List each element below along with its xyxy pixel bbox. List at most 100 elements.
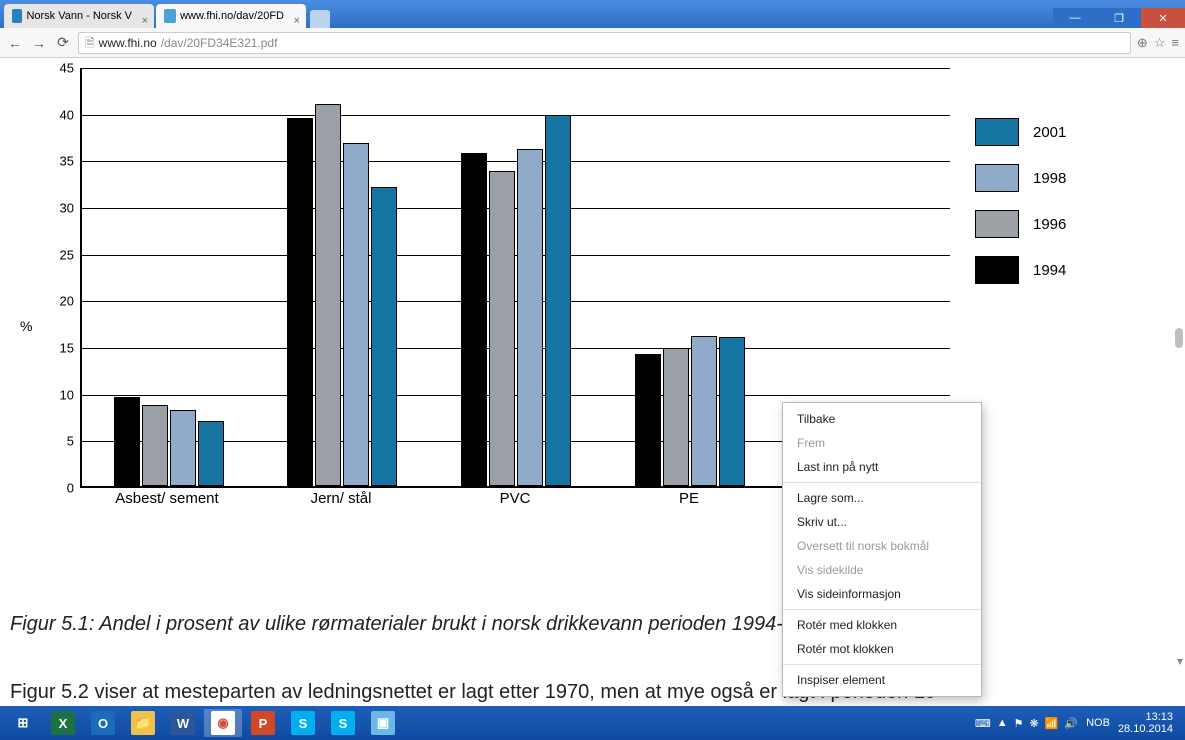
legend-label: 1994 <box>1033 262 1066 279</box>
tray-clock[interactable]: 13:13 28.10.2014 <box>1118 711 1173 735</box>
x-tick-label: PVC <box>428 490 602 507</box>
tray-icon[interactable]: ▲ <box>997 717 1008 729</box>
title-bar: Norsk Vann - Norsk V×www.fhi.no/dav/20FD… <box>0 0 1185 28</box>
start-icon: ⊞ <box>11 711 35 735</box>
legend-label: 1998 <box>1033 170 1066 187</box>
tabs-strip: Norsk Vann - Norsk V×www.fhi.no/dav/20FD… <box>0 0 330 28</box>
legend-item: 1994 <box>975 256 1145 284</box>
back-button[interactable]: ← <box>6 34 24 52</box>
taskbar-app-photos[interactable]: ▣ <box>364 709 402 737</box>
y-tick-label: 15 <box>60 341 82 356</box>
context-menu-item[interactable]: Last inn på nytt <box>783 455 981 479</box>
context-menu-item[interactable]: Rotér mot klokken <box>783 637 981 661</box>
legend: 2001199819961994 <box>975 118 1145 302</box>
context-menu-item[interactable]: Inspiser element <box>783 668 981 692</box>
forward-button[interactable]: → <box>30 34 48 52</box>
context-menu-item[interactable]: Vis sideinformasjon <box>783 582 981 606</box>
bar <box>719 337 745 486</box>
favicon-icon <box>164 9 176 23</box>
taskbar-app-outlook[interactable]: O <box>84 709 122 737</box>
scrollbar-thumb[interactable] <box>1175 328 1183 348</box>
new-tab-button[interactable] <box>310 10 330 28</box>
context-menu-item[interactable]: Skriv ut... <box>783 510 981 534</box>
tray-date: 28.10.2014 <box>1118 723 1173 735</box>
taskbar-app-skype2[interactable]: S <box>324 709 362 737</box>
bar <box>489 171 515 486</box>
body-text: Figur 5.2 viser at mesteparten av lednin… <box>10 678 1175 706</box>
taskbar-app-chrome[interactable]: ◉ <box>204 709 242 737</box>
window-controls: — ❐ ✕ <box>1053 8 1185 28</box>
close-button[interactable]: ✕ <box>1141 8 1185 28</box>
legend-swatch <box>975 210 1019 238</box>
browser-tab[interactable]: www.fhi.no/dav/20FD × <box>156 4 306 28</box>
maximize-button[interactable]: ❐ <box>1097 8 1141 28</box>
bar <box>545 115 571 486</box>
bar <box>114 397 140 486</box>
tray-icon[interactable]: 📶 <box>1045 717 1059 730</box>
taskbar-app-skype1[interactable]: S <box>284 709 322 737</box>
system-tray: ⌨ ▲ ⚑ ❋ 📶 🔊 NOB 13:13 28.10.2014 <box>975 711 1181 735</box>
tab-close-icon[interactable]: × <box>294 9 300 28</box>
context-menu-item[interactable]: Rotér med klokken <box>783 613 981 637</box>
taskbar-app-excel[interactable]: X <box>44 709 82 737</box>
menu-icon[interactable]: ≡ <box>1171 35 1179 50</box>
y-tick-label: 35 <box>60 154 82 169</box>
bar <box>198 421 224 486</box>
context-separator <box>783 482 981 483</box>
context-menu-item: Frem <box>783 431 981 455</box>
browser-tab[interactable]: Norsk Vann - Norsk V × <box>4 4 154 28</box>
context-menu-item[interactable]: Tilbake <box>783 407 981 431</box>
tab-close-icon[interactable]: × <box>142 9 148 28</box>
taskbar-app-word[interactable]: W <box>164 709 202 737</box>
context-menu-item: Vis sidekilde <box>783 558 981 582</box>
skype1-icon: S <box>291 711 315 735</box>
bar <box>371 187 397 486</box>
y-tick-label: 20 <box>60 294 82 309</box>
file-icon: 🗎 <box>85 33 95 53</box>
tab-title: Norsk Vann - Norsk V <box>26 4 132 28</box>
powerpoint-icon: P <box>251 711 275 735</box>
bar <box>635 354 661 486</box>
figure-caption: Figur 5.1: Andel i prosent av ulike rørm… <box>10 613 1175 636</box>
y-tick-label: 45 <box>60 61 82 76</box>
y-tick-label: 25 <box>60 247 82 262</box>
bar-group <box>256 68 430 486</box>
bar <box>691 336 717 486</box>
tray-icon[interactable]: ⌨ <box>975 717 991 730</box>
tray-language[interactable]: NOB <box>1086 717 1110 729</box>
taskbar-app-powerpoint[interactable]: P <box>244 709 282 737</box>
bar <box>287 118 313 486</box>
zoom-icon[interactable]: ⊕ <box>1137 35 1148 51</box>
tray-icons: ⌨ ▲ ⚑ ❋ 📶 🔊 <box>975 717 1078 730</box>
legend-label: 1996 <box>1033 216 1066 233</box>
address-bar: ← → ⟳ 🗎 www.fhi.no/dav/20FD34E321.pdf ⊕ … <box>0 28 1185 58</box>
bar <box>517 149 543 486</box>
taskbar-app-explorer[interactable]: 📁 <box>124 709 162 737</box>
tab-title: www.fhi.no/dav/20FD <box>180 4 284 28</box>
bar <box>461 153 487 486</box>
bar <box>315 104 341 486</box>
word-icon: W <box>171 711 195 735</box>
reload-button[interactable]: ⟳ <box>54 34 72 52</box>
minimize-button[interactable]: — <box>1053 8 1097 28</box>
tray-icon[interactable]: ⚑ <box>1014 717 1024 730</box>
bar <box>170 410 196 486</box>
bookmark-icon[interactable]: ☆ <box>1154 35 1166 51</box>
tray-icon[interactable]: ❋ <box>1029 717 1038 730</box>
url-input[interactable]: 🗎 www.fhi.no/dav/20FD34E321.pdf <box>78 32 1131 54</box>
url-path: /dav/20FD34E321.pdf <box>161 33 278 53</box>
legend-swatch <box>975 164 1019 192</box>
scroll-down-icon[interactable]: ▾ <box>1177 654 1183 668</box>
skype2-icon: S <box>331 711 355 735</box>
chrome-icon: ◉ <box>211 711 235 735</box>
pdf-content: % 051015202530354045 Asbest/ sementJern/… <box>0 58 1185 706</box>
bar-group <box>603 68 777 486</box>
tray-time: 13:13 <box>1118 711 1173 723</box>
context-menu-item[interactable]: Lagre som... <box>783 486 981 510</box>
explorer-icon: 📁 <box>131 711 155 735</box>
x-tick-label: Jern/ stål <box>254 490 428 507</box>
taskbar-app-start[interactable]: ⊞ <box>4 709 42 737</box>
address-right: ⊕ ☆ ≡ <box>1137 35 1179 51</box>
context-menu: TilbakeFremLast inn på nytt Lagre som...S… <box>782 402 982 697</box>
tray-icon[interactable]: 🔊 <box>1064 717 1078 730</box>
